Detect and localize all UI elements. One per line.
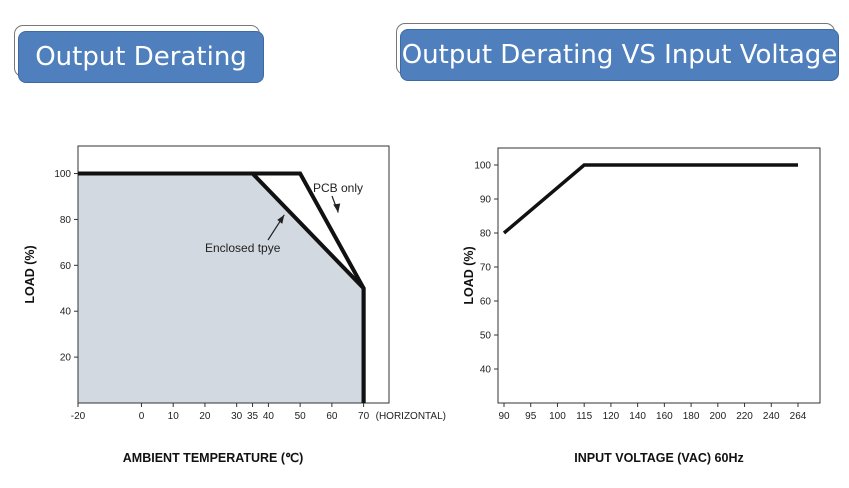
x-axis-label: AMBIENT TEMPERATURE (℃) [123, 451, 303, 465]
series-line-enclosed [78, 171, 366, 403]
x-tick-label: 20 [199, 411, 211, 422]
y-tick-label: 80 [60, 215, 72, 226]
x-tick-label: 30 [231, 411, 243, 422]
x-tick-label: 100 [549, 411, 566, 422]
title-output-derating: Output Derating [14, 25, 264, 83]
x-tick-label: 50 [295, 411, 307, 422]
plot-frame [497, 147, 821, 404]
y-tick-label: 50 [480, 331, 492, 342]
title-derating-vs-input: Output Derating VS Input Voltage [396, 23, 839, 81]
title-label: Output Derating VS Input Voltage [400, 29, 839, 81]
x-tick-label: 160 [656, 411, 673, 422]
y-tick-label: 100 [54, 169, 71, 180]
x-tick-label: 120 [603, 411, 620, 422]
y-tick-label: 40 [480, 365, 492, 376]
annotation-arrowhead [333, 203, 341, 213]
x-tick-label: 0 [139, 411, 145, 422]
x-tick-label: 10 [168, 411, 180, 422]
y-tick-label: 20 [60, 353, 72, 364]
y-tick-label: 40 [60, 307, 72, 318]
x-tick-label: 200 [709, 411, 726, 422]
x-tick-label: 40 [263, 411, 275, 422]
plot-frame [77, 145, 390, 404]
derating-area-fill [78, 173, 364, 403]
y-tick-label: 60 [60, 261, 72, 272]
annotation-enclosed: Enclosed tpye [205, 241, 281, 255]
y-tick-label: 90 [480, 195, 492, 206]
x-axis-label: INPUT VOLTAGE (VAC) 60Hz [574, 451, 743, 465]
annotation-pcb-only: PCB only [313, 181, 363, 195]
y-axis-label: LOAD (%) [23, 245, 37, 303]
x-tick-suffix: (HORIZONTAL) [376, 411, 446, 422]
x-tick-label: 140 [629, 411, 646, 422]
series-line-load [502, 163, 798, 235]
y-tick-label: 70 [480, 263, 492, 274]
x-tick-label: 95 [525, 411, 537, 422]
input-voltage-derating-chart: 40 50 60 70 80 90 100 90 95 100 115 120 140 160 180 200… [462, 147, 821, 465]
y-tick-label: 100 [474, 161, 491, 172]
annotation-arrowhead [277, 214, 285, 224]
x-tick-label: 115 [576, 411, 592, 422]
y-axis-label: LOAD (%) [462, 246, 476, 304]
x-tick-label: 220 [736, 411, 753, 422]
x-tick-label: 90 [498, 411, 510, 422]
x-tick-label: 35 [247, 411, 259, 422]
x-tick-label: 70 [358, 411, 370, 422]
x-tick-label: -20 [71, 411, 86, 422]
temperature-derating-chart: 20 40 60 80 100 -20 0 10 20 30 35 40 50 60 70 (HORIZONT… [23, 145, 446, 465]
x-tick-label: 180 [683, 411, 700, 422]
x-tick-label: 264 [790, 411, 807, 422]
x-tick-label: 240 [763, 411, 780, 422]
y-tick-label: 80 [480, 229, 492, 240]
title-label: Output Derating [18, 31, 264, 83]
x-tick-label: 60 [326, 411, 338, 422]
y-tick-label: 60 [480, 297, 492, 308]
